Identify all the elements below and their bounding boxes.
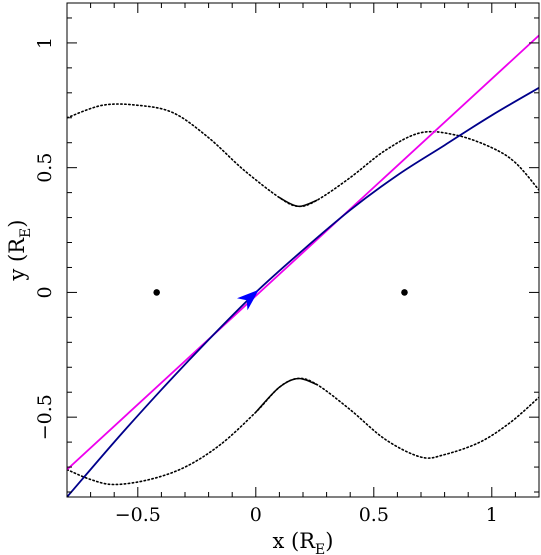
x-tick-label: 0.5 <box>359 504 389 526</box>
y-tick-label: −0.5 <box>34 394 56 440</box>
axis-ticks: −0.5 0 0.5 1 −0.5 0 0.5 1 <box>34 3 540 526</box>
trajectory-line-2 <box>67 87 539 497</box>
critical-curve-upper-solid <box>279 196 318 208</box>
x-tick-label: 0 <box>250 504 262 526</box>
y-tick-label: 0 <box>34 286 56 298</box>
critical-curve-lower-solid <box>255 377 318 413</box>
caustic-cusp-2 <box>0 0 1 1</box>
caustic-cusp-3 <box>0 0 1 1</box>
critical-curve-upper-dotted <box>67 103 539 208</box>
x-tick-label: −0.5 <box>115 504 161 526</box>
x-tick-label: 1 <box>486 504 498 526</box>
caustic-cusp-1 <box>0 0 1 1</box>
lens-mass-dot-1 <box>153 289 160 296</box>
source-direction-arrow <box>237 289 259 311</box>
lens-mass-dot-2 <box>401 289 408 296</box>
caustic-cusp-6 <box>0 0 1 1</box>
trajectory-line-1 <box>67 34 539 471</box>
y-tick-label: 0.5 <box>34 153 56 183</box>
caustic-cusp-4 <box>0 0 1 1</box>
caustic-cusp-5 <box>0 0 1 1</box>
x-axis-title: x (RE) <box>273 529 334 555</box>
plot-area <box>0 0 539 497</box>
critical-curve-lower-dotted <box>67 377 539 486</box>
y-tick-label: 1 <box>34 37 56 49</box>
y-axis-title: y (RE) <box>5 220 34 282</box>
